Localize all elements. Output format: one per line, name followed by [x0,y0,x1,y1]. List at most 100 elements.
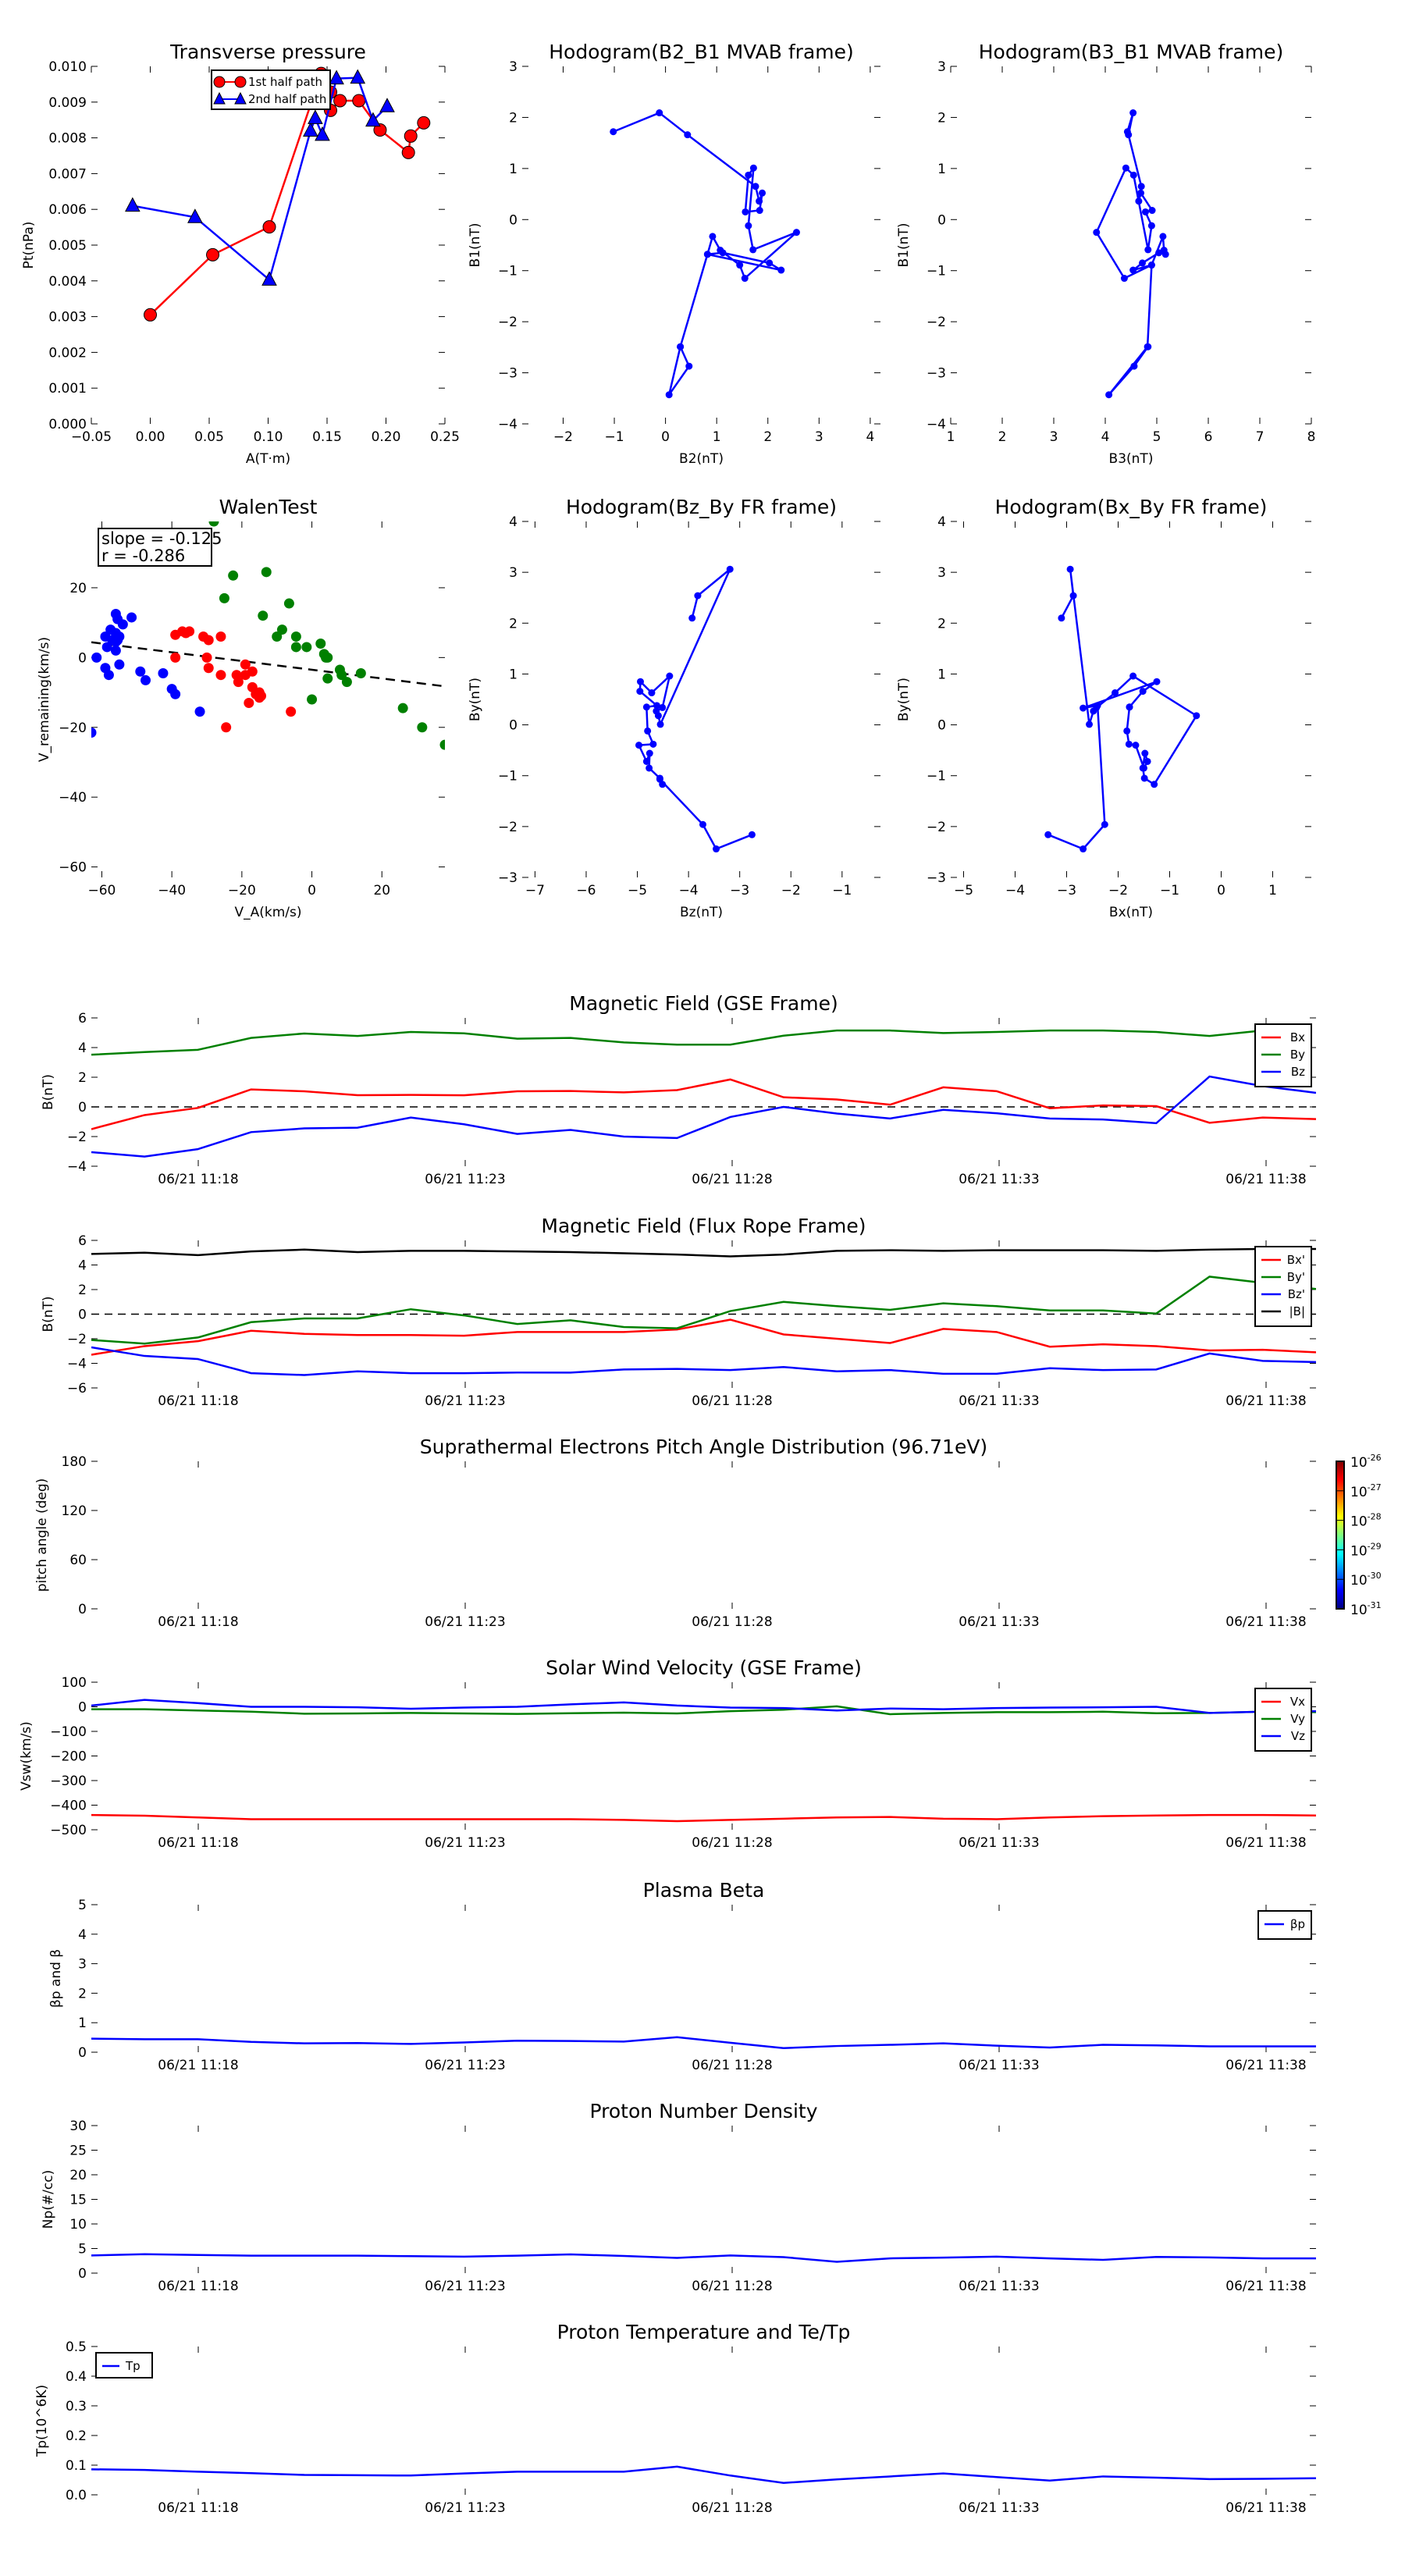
data-point [283,598,294,609]
chart-title: Magnetic Field (GSE Frame) [569,992,838,1015]
data-point [709,233,717,240]
data-point [666,672,674,680]
time-tick-label: 06/21 11:38 [1225,1393,1306,1409]
data-point [1112,689,1119,697]
data-point [256,691,267,702]
series-line-Bx [91,1318,1316,1356]
series-line-p [91,2036,1316,2049]
data-point [1161,251,1169,258]
x-tick-label: −2 [1108,883,1128,898]
data-point [1122,164,1129,172]
y-tick-label: 4 [78,1041,87,1056]
y-tick-label: −3 [498,870,518,886]
y-tick-label: 0.003 [48,310,87,326]
legend-label: 1st half path [248,75,322,89]
colorbar-tick-exponent: -30 [1368,1571,1382,1581]
data-point [221,722,232,733]
time-tick-label: 06/21 11:28 [692,1614,772,1630]
time-tick-label: 06/21 11:38 [1225,1835,1306,1851]
data-point [261,271,277,286]
y-tick-label: 3 [937,565,946,581]
chart-walen-test: WalenTest −60 −40 −20 0 20 −60 −40 −20 0 20 V_A(km/… [37,496,445,920]
x-tick-label: −3 [730,883,749,898]
y-tick-label: 2 [509,110,518,126]
data-point [1132,742,1140,749]
data-point [125,197,140,212]
time-tick-label: 06/21 11:38 [1225,1172,1306,1187]
y-tick-label: −100 [50,1724,87,1740]
legend-label: By' [1287,1270,1305,1284]
data-point [91,652,102,663]
series-line-Vz [91,1699,1316,1714]
x-tick-label: −5 [954,883,973,898]
time-tick-label: 06/21 11:28 [692,1172,772,1187]
y-tick-label: 0 [78,650,87,666]
data-point [262,220,276,234]
data-point [1159,233,1167,240]
y-tick-label: 2 [937,616,946,632]
data-point [646,764,653,772]
y-tick-label: 3 [509,565,518,581]
x-tick-label: 4 [1101,429,1110,445]
data-point [1129,109,1137,117]
y-tick-label: 0 [937,212,946,228]
y-tick-label: −3 [498,366,518,382]
data-point [272,632,283,642]
chart-hodogram-bx-by: Hodogram(Bx_By FR frame) −5 −4 −3 −2 −1 0 1 −3 −2… [896,496,1311,920]
y-tick-label: 0.010 [48,59,87,75]
y-tick-label: −2 [67,1332,87,1347]
data-point [1139,259,1147,267]
data-point [649,740,657,748]
y-tick-label: 6 [78,1233,87,1249]
colorbar-gradient [1336,1461,1345,1610]
time-tick-label: 06/21 11:28 [692,1835,772,1851]
legend-label: Vx [1290,1695,1305,1709]
x-tick-label: 2 [763,429,772,445]
data-point [656,720,664,728]
data-point [1126,703,1133,711]
data-point [1141,749,1149,757]
y-tick-label: 0.006 [48,202,87,218]
y-tick-label: −2 [927,820,946,835]
data-point [635,742,643,749]
series-line-B [91,1247,1316,1258]
x-tick-label: 1 [1268,883,1277,898]
y-axis-label: B(nT) [41,1074,56,1110]
data-point [1129,266,1137,274]
time-tick-label: 06/21 11:38 [1225,2279,1306,2294]
time-tick-label: 06/21 11:33 [959,1835,1039,1851]
colorbar-tick-exponent: -28 [1368,1512,1382,1522]
data-point [303,122,318,137]
x-axis-label: V_A(km/s) [234,905,301,920]
y-tick-label: −300 [50,1774,87,1789]
y-tick-label: −200 [50,1749,87,1765]
data-point [777,266,785,274]
x-tick-label: −5 [628,883,647,898]
y-tick-label: −2 [498,315,518,330]
y-tick-label: −40 [59,790,87,806]
data-point [187,208,203,223]
y-axis-label: Vsw(km/s) [19,1721,34,1791]
legend-label: |B| [1289,1304,1305,1318]
data-point [792,229,800,237]
data-point [1123,727,1131,735]
y-tick-label: 0.001 [48,381,87,397]
data-point [1044,831,1052,838]
data-point [352,94,366,108]
data-point [114,659,125,670]
x-tick-label: 3 [815,429,823,445]
time-tick-label: 06/21 11:28 [692,2500,772,2516]
chart-title: Suprathermal Electrons Pitch Angle Distr… [420,1436,987,1458]
y-tick-label: 180 [62,1454,87,1470]
legend-label: 2nd half path [248,92,326,106]
data-point [170,688,181,699]
data-point [1193,712,1200,720]
data-point [373,123,387,137]
y-tick-label: 60 [69,1553,87,1568]
data-point [1125,131,1133,139]
data-point [417,722,428,733]
data-point [742,208,749,215]
x-tick-label: −7 [525,883,545,898]
x-tick-label: −60 [88,883,116,898]
data-point [1141,208,1149,215]
